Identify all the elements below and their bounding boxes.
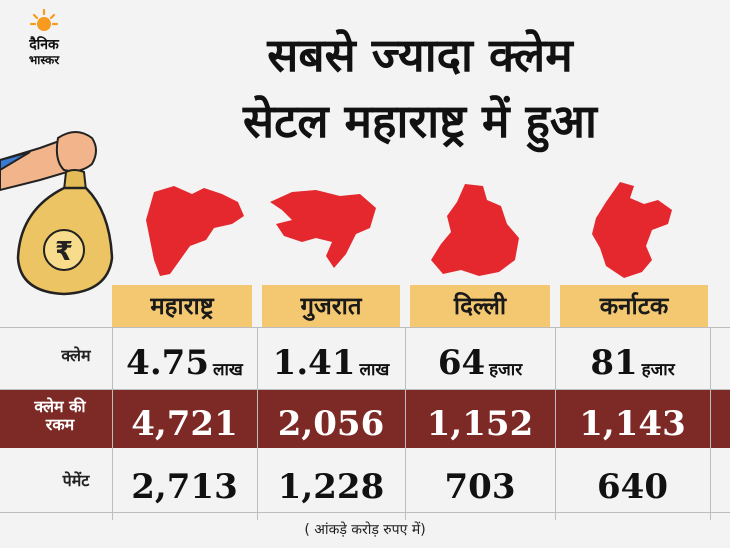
cell-value: 1,228 — [277, 467, 385, 507]
money-bag-icon: ₹ — [0, 131, 114, 296]
row-divider — [0, 512, 730, 513]
row-label-line1: क्लेम की — [34, 397, 86, 416]
cell-claims-maharashtra: 4.75 लाख — [112, 334, 257, 380]
cell-unit: हजार — [641, 360, 675, 380]
cell-value: 1,152 — [426, 404, 534, 444]
cell-value: 4,721 — [131, 404, 238, 444]
cell-value: 640 — [597, 467, 668, 507]
column-header-karnataka: कर्नाटक — [560, 285, 708, 327]
column-header-delhi: दिल्ली — [410, 285, 550, 327]
logo-text-line2: भास्कर — [28, 53, 60, 67]
row-divider — [0, 389, 730, 390]
cell-amount-gujarat: 2,056 — [257, 397, 405, 441]
column-header-maharashtra: महाराष्ट्र — [112, 285, 252, 327]
cell-value: 1,143 — [579, 404, 686, 444]
cell-unit: लाख — [359, 360, 390, 380]
row-label-claim-amount: क्लेम की रकम — [10, 397, 110, 435]
cell-payment-delhi: 703 — [405, 458, 555, 504]
row-label-line2: रकम — [45, 415, 75, 435]
cell-payment-gujarat: 1,228 — [257, 458, 405, 504]
cell-amount-maharashtra: 4,721 — [112, 397, 257, 441]
cell-unit: लाख — [212, 360, 243, 380]
column-divider — [710, 327, 711, 520]
cell-claims-karnataka: 81 हजार — [555, 334, 710, 380]
dainik-bhaskar-logo: दैनिक भास्कर — [14, 8, 74, 72]
cell-claims-gujarat: 1.41 लाख — [257, 334, 405, 380]
logo-text-line1: दैनिक — [29, 37, 59, 53]
sun-icon — [30, 8, 58, 31]
cell-value: 703 — [444, 467, 516, 507]
row-divider — [0, 327, 730, 328]
row-label-payment: पेमेंट — [62, 471, 90, 490]
column-divider — [555, 327, 556, 520]
column-header-gujarat: गुजरात — [262, 285, 400, 327]
headline-line1: सबसे ज्यादा क्लेम — [267, 28, 573, 82]
cell-value: 1.41 — [272, 343, 356, 383]
cell-amount-delhi: 1,152 — [405, 397, 555, 441]
footnote: ( आंकड़े करोड़ रुपए में) — [304, 522, 426, 538]
cell-value: 64 — [437, 343, 486, 383]
delhi-map-icon — [431, 184, 519, 276]
column-divider — [405, 327, 406, 520]
cell-payment-karnataka: 640 — [555, 458, 710, 504]
cell-value: 4.75 — [126, 343, 209, 383]
rupee-symbol: ₹ — [55, 237, 73, 267]
column-divider — [257, 327, 258, 520]
cell-value: 2,056 — [277, 404, 385, 444]
cell-claims-delhi: 64 हजार — [405, 334, 555, 380]
row-label-claims: क्लेम — [61, 346, 91, 365]
cell-value: 81 — [590, 343, 638, 383]
gujarat-map-icon — [270, 190, 376, 268]
cell-payment-maharashtra: 2,713 — [112, 458, 257, 504]
cell-amount-karnataka: 1,143 — [555, 397, 710, 441]
headline-line2: सेटल महाराष्ट्र में हुआ — [243, 94, 597, 148]
maharashtra-map-icon — [146, 186, 244, 276]
highlight-row-band — [0, 390, 730, 448]
karnataka-map-icon — [592, 182, 672, 278]
cell-value: 2,713 — [131, 467, 238, 507]
column-divider — [112, 327, 113, 520]
cell-unit: हजार — [489, 360, 523, 380]
